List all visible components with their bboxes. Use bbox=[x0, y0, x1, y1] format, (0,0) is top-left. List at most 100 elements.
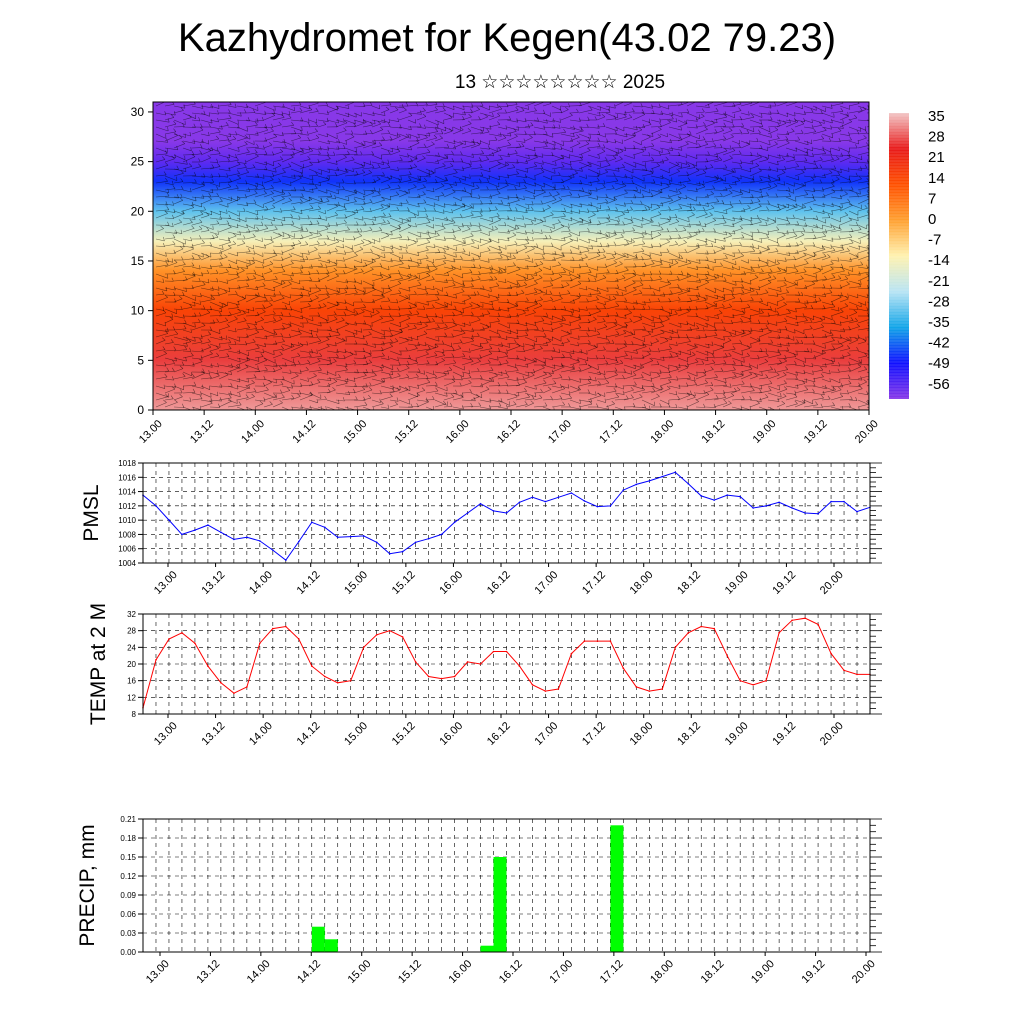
y-tick-label: 1010 bbox=[118, 516, 136, 525]
x-tick-label: 16.00 bbox=[437, 720, 465, 748]
precip-bar bbox=[311, 926, 325, 952]
colorbar-label: 14 bbox=[928, 170, 945, 187]
data-point bbox=[401, 550, 404, 553]
data-point bbox=[298, 540, 300, 543]
x-tick-label: 18.00 bbox=[628, 720, 656, 748]
x-tick-label: 15.00 bbox=[342, 720, 370, 748]
data-point bbox=[843, 500, 845, 503]
y-tick-label: 0.06 bbox=[120, 910, 136, 919]
data-point bbox=[466, 512, 469, 514]
data-point bbox=[752, 684, 754, 686]
x-tick-label: 17.00 bbox=[547, 958, 575, 986]
data-point bbox=[622, 489, 625, 491]
data-point bbox=[311, 665, 313, 667]
data-point bbox=[778, 501, 780, 504]
data-point bbox=[661, 475, 664, 478]
data-point bbox=[349, 535, 352, 538]
x-tick-label: 18.00 bbox=[628, 569, 656, 597]
y-tick-label: 30 bbox=[131, 105, 145, 119]
data-point bbox=[233, 692, 235, 694]
y-tick-label: 1008 bbox=[118, 530, 136, 539]
x-tick-label: 16.00 bbox=[444, 418, 472, 446]
data-point bbox=[531, 496, 534, 499]
x-tick-label: 19.12 bbox=[799, 958, 827, 986]
data-point bbox=[388, 629, 391, 632]
precip-bar bbox=[610, 825, 624, 952]
precip-bar bbox=[480, 945, 494, 952]
x-tick-label: 16.00 bbox=[446, 958, 474, 986]
colorbar-scale bbox=[889, 113, 909, 399]
data-point bbox=[830, 500, 832, 503]
panel-frame bbox=[142, 462, 871, 564]
data-point bbox=[505, 650, 508, 653]
x-tick-label: 19.12 bbox=[802, 418, 830, 446]
x-tick-label: 16.00 bbox=[437, 569, 465, 597]
y-tick-label: 1018 bbox=[118, 459, 136, 468]
data-point bbox=[544, 690, 547, 692]
data-point bbox=[856, 673, 858, 676]
panel-frame bbox=[142, 818, 871, 953]
y-tick-label: 1012 bbox=[118, 502, 136, 511]
data-point bbox=[518, 665, 521, 667]
y-tick-label: 20 bbox=[127, 660, 136, 669]
y-tick-label: 32 bbox=[127, 610, 136, 619]
data-point bbox=[466, 661, 469, 663]
data-point bbox=[414, 541, 417, 544]
colorbar-bands bbox=[889, 112, 909, 399]
x-tick-label: 18.12 bbox=[675, 569, 703, 597]
data-point bbox=[440, 677, 443, 680]
y-tick-label: 12 bbox=[127, 693, 136, 702]
data-point bbox=[531, 684, 534, 686]
y-tick-label: 0.18 bbox=[120, 834, 136, 843]
y-tick-label: 0 bbox=[137, 403, 144, 417]
temperature-panel: 8 12 16 20 24 28 32 13.00 13.12 14.00 14.12 15.00 15… bbox=[87, 603, 882, 748]
data-point bbox=[207, 665, 209, 667]
colorbar-label: -56 bbox=[928, 376, 950, 393]
x-tick-label: 14.00 bbox=[245, 958, 273, 986]
data-point bbox=[804, 617, 806, 619]
data-point bbox=[622, 667, 625, 669]
data-point bbox=[661, 688, 664, 690]
pmsl-panel: 1004 1006 1008 1010 1012 1014 1016 1018 13.00 13.… bbox=[80, 459, 882, 597]
y-tick-label: 24 bbox=[127, 643, 136, 652]
x-tick-label: 18.00 bbox=[648, 418, 676, 446]
data-point bbox=[272, 627, 274, 630]
data-point bbox=[492, 510, 495, 512]
data-point bbox=[324, 675, 326, 678]
data-point bbox=[414, 661, 417, 663]
data-point bbox=[427, 537, 430, 540]
data-point bbox=[453, 521, 456, 524]
x-tick-label: 13.12 bbox=[188, 418, 216, 446]
data-point bbox=[648, 480, 651, 482]
data-point bbox=[570, 492, 573, 494]
data-point bbox=[739, 679, 741, 682]
data-point bbox=[479, 663, 482, 665]
y-tick-label: 0.15 bbox=[120, 853, 136, 862]
colorbar-label: -7 bbox=[928, 232, 941, 249]
x-tick-label: 17.00 bbox=[532, 720, 560, 748]
x-tick-label: 13.00 bbox=[144, 958, 172, 986]
data-point bbox=[298, 638, 300, 640]
data-point bbox=[194, 529, 196, 531]
x-tick-label: 14.12 bbox=[295, 569, 323, 597]
x-tick-label: 14.12 bbox=[295, 958, 323, 986]
data-point bbox=[375, 541, 378, 544]
data-point bbox=[752, 507, 754, 509]
y-tick-label: 16 bbox=[127, 677, 136, 686]
x-tick-label: 18.12 bbox=[699, 958, 727, 986]
data-point bbox=[700, 625, 702, 628]
data-point bbox=[349, 679, 352, 682]
y-tick-label: 8 bbox=[132, 710, 137, 719]
data-point bbox=[856, 510, 858, 513]
x-tick-label: 15.00 bbox=[341, 418, 369, 446]
data-point bbox=[778, 632, 780, 634]
data-point bbox=[194, 642, 196, 644]
right-ticks bbox=[870, 462, 882, 564]
data-point bbox=[583, 640, 586, 642]
x-tick-label: 18.12 bbox=[675, 720, 703, 748]
data-point bbox=[635, 686, 638, 688]
right-ticks bbox=[870, 818, 882, 953]
x-tick-label: 13.12 bbox=[199, 569, 227, 597]
chart-title: Kazhydromet for Kegen(43.02 79.23) bbox=[177, 16, 837, 60]
